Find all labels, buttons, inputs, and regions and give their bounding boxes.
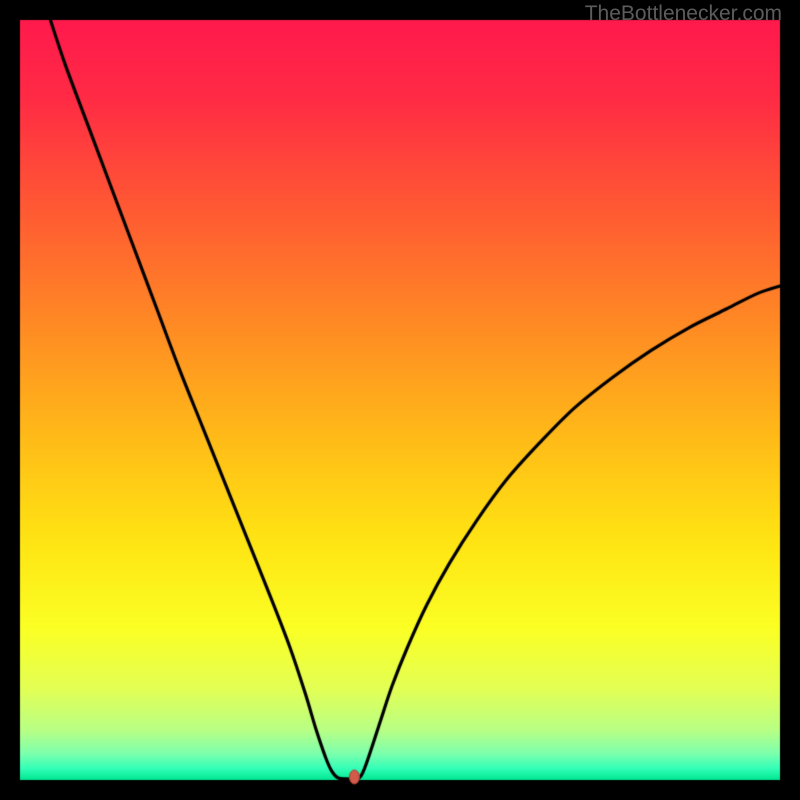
- bottleneck-chart: [0, 0, 800, 800]
- watermark-text: TheBottlenecker.com: [585, 2, 782, 26]
